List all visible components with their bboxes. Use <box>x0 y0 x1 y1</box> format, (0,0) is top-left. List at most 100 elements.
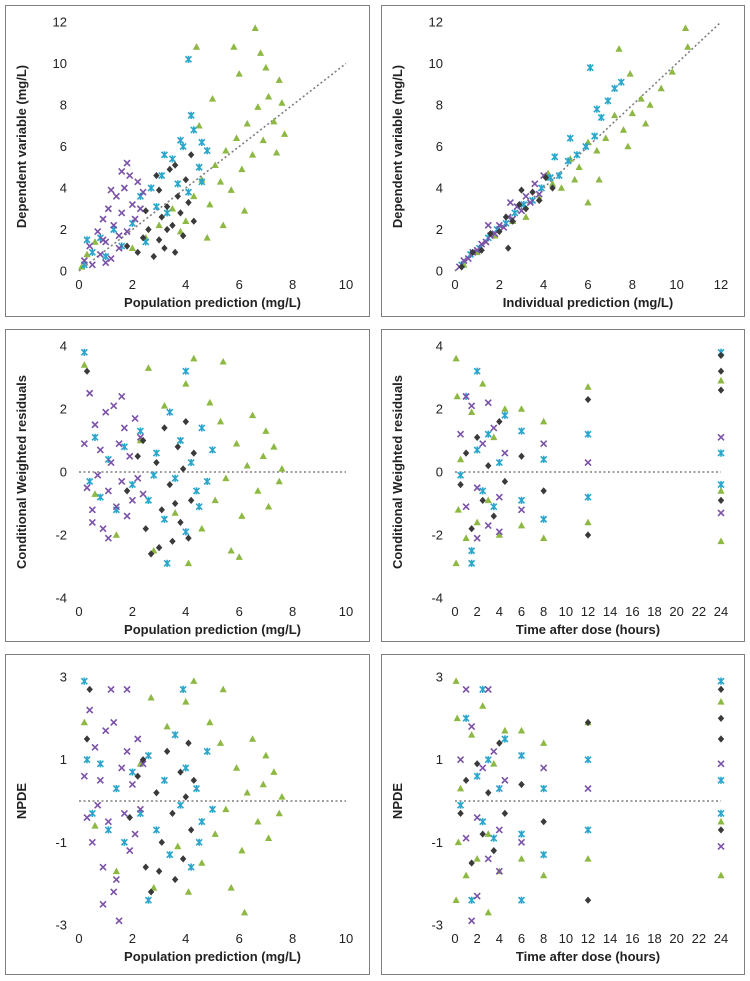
data-point-green <box>248 735 257 742</box>
y-axis-label: Conditional Weighted residuals <box>14 375 29 569</box>
data-point-green <box>203 234 211 241</box>
data-point-cyan <box>468 896 476 904</box>
x-tick-label: 0 <box>451 931 458 946</box>
data-point-green <box>211 161 219 168</box>
data-point-green <box>278 793 286 800</box>
data-point-dark <box>161 424 168 432</box>
data-point-dark <box>139 756 147 764</box>
y-tick-label: -1 <box>55 835 67 850</box>
x-tick-label: 16 <box>625 604 639 619</box>
y-tick-label: 6 <box>436 139 443 154</box>
data-point-cyan <box>144 896 152 904</box>
data-point-purple <box>531 180 539 188</box>
data-point-purple <box>484 855 492 863</box>
data-point-green <box>232 134 241 141</box>
data-point-green <box>484 908 492 916</box>
data-point-green <box>595 175 603 183</box>
data-point-green <box>232 439 241 447</box>
data-point-purple <box>120 424 128 432</box>
data-point-cyan <box>473 446 481 454</box>
data-point-green <box>462 871 470 879</box>
y-axis-label: NPDE <box>14 783 29 819</box>
data-point-purple <box>131 414 139 423</box>
data-point-purple <box>473 534 481 542</box>
x-tick-label: 10 <box>559 931 573 946</box>
data-point-dark <box>153 789 160 797</box>
data-point-cyan <box>80 348 88 356</box>
data-point-purple <box>136 205 144 213</box>
data-point-purple <box>86 242 94 250</box>
data-point-cyan <box>517 830 526 838</box>
data-point-green <box>280 130 289 137</box>
data-point-cyan <box>80 677 88 685</box>
data-point-green <box>517 726 526 734</box>
data-point-cyan <box>566 134 574 142</box>
data-point-cyan <box>597 113 605 122</box>
series-purple <box>80 685 147 925</box>
data-point-green <box>163 722 171 730</box>
data-point-green <box>456 455 465 463</box>
data-point-purple <box>501 776 509 784</box>
data-point-green <box>453 714 461 722</box>
data-point-purple <box>456 430 465 438</box>
data-point-dark <box>458 263 465 271</box>
data-point-green <box>491 231 499 239</box>
data-point-purple <box>126 171 134 180</box>
data-point-green <box>619 126 628 133</box>
data-point-green <box>278 99 286 106</box>
data-point-green <box>160 402 169 409</box>
data-point-green <box>216 417 225 425</box>
data-point-green <box>717 871 725 879</box>
data-point-dark <box>142 525 149 533</box>
data-point-purple <box>460 257 468 265</box>
data-point-dark <box>139 436 147 445</box>
data-point-dark <box>142 863 149 871</box>
data-point-green <box>484 830 492 837</box>
data-point-dark <box>469 248 476 256</box>
data-point-purple <box>107 458 115 467</box>
data-point-purple <box>464 254 472 263</box>
data-point-dark <box>169 221 176 229</box>
data-point-purple <box>479 440 487 448</box>
data-point-purple <box>540 440 548 448</box>
data-point-dark <box>496 739 503 747</box>
data-point-green <box>717 487 725 494</box>
data-point-dark <box>502 213 510 221</box>
y-tick-label: 0 <box>60 465 67 480</box>
data-point-purple <box>462 503 470 511</box>
data-point-dark <box>163 203 171 211</box>
data-point-dark <box>174 192 181 200</box>
x-axis-label: Population prediction (mg/L) <box>124 295 301 310</box>
data-point-green <box>517 405 526 412</box>
data-point-green <box>473 248 481 256</box>
data-point-purple <box>139 188 147 196</box>
y-axis-label: Conditional Weighted residuals <box>390 375 405 569</box>
series-purple <box>456 392 725 542</box>
data-point-green <box>222 805 230 813</box>
data-point-green <box>452 677 460 684</box>
data-point-green <box>198 524 206 532</box>
data-point-purple <box>94 471 102 479</box>
data-point-cyan <box>540 515 548 523</box>
series-cyan <box>456 348 725 567</box>
data-point-dark <box>485 462 492 470</box>
data-point-cyan <box>179 685 187 693</box>
x-axis-label: Time after dose (hours) <box>516 622 660 637</box>
series-green <box>78 24 289 270</box>
data-point-green <box>211 830 219 837</box>
data-point-green <box>83 250 91 258</box>
data-point-purple <box>99 215 107 223</box>
data-point-dark <box>487 230 494 238</box>
data-point-dark <box>540 818 547 826</box>
y-axis-label: Dependent variable (mg/L) <box>390 65 405 228</box>
x-tick-label: 6 <box>518 931 525 946</box>
data-point-cyan <box>490 834 498 842</box>
data-point-green <box>128 244 136 251</box>
x-tick-label: 6 <box>236 604 243 619</box>
data-point-cyan <box>517 896 526 904</box>
data-point-purple <box>118 167 126 175</box>
data-point-dark <box>158 838 165 846</box>
data-point-purple <box>107 685 115 693</box>
data-point-purple <box>526 198 534 207</box>
data-point-green <box>548 180 557 187</box>
